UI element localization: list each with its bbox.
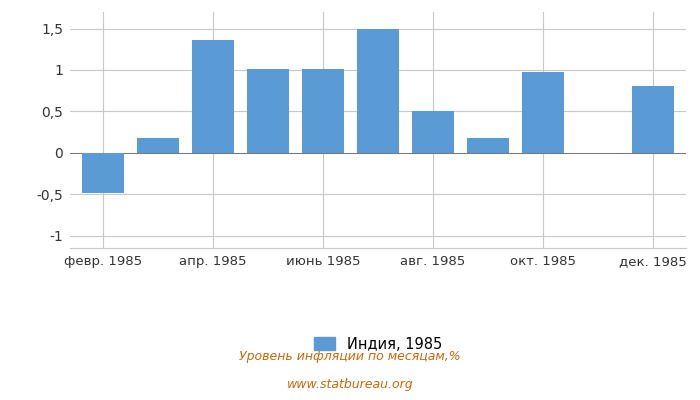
Bar — [302, 69, 344, 153]
Bar — [632, 86, 673, 153]
Text: Уровень инфляции по месяцам,%: Уровень инфляции по месяцам,% — [239, 350, 461, 363]
Bar — [358, 28, 398, 153]
Bar — [412, 111, 454, 153]
Bar — [247, 69, 288, 153]
Bar — [468, 138, 509, 153]
Bar — [137, 138, 178, 153]
Legend: Индия, 1985: Индия, 1985 — [308, 331, 448, 358]
Bar — [83, 153, 124, 192]
Bar — [522, 72, 564, 153]
Text: www.statbureau.org: www.statbureau.org — [287, 378, 413, 391]
Bar — [193, 40, 234, 153]
